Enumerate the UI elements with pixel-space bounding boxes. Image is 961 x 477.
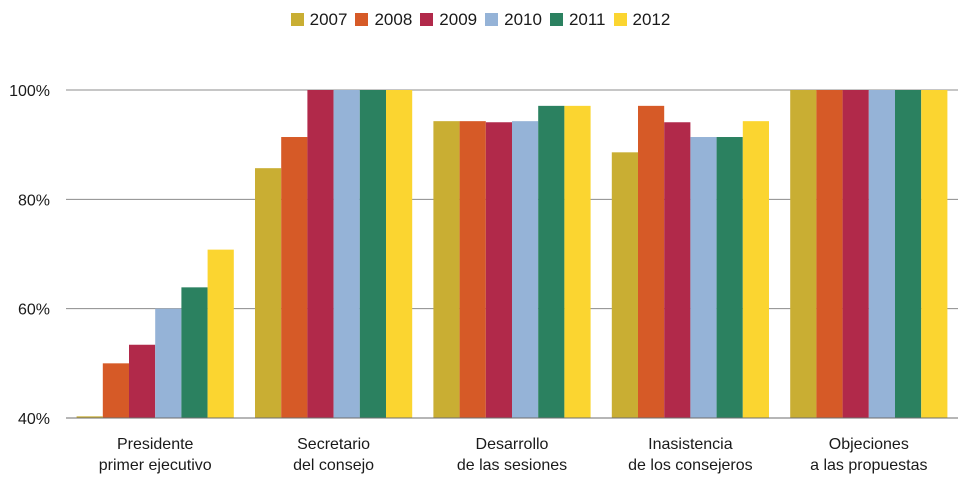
- bar-2012-0: [207, 249, 234, 418]
- bar-2011-2: [538, 105, 565, 418]
- legend-label: 2009: [439, 9, 478, 29]
- legend-label: 2007: [309, 9, 348, 29]
- bar-2012-4: [921, 90, 948, 418]
- bar-2009-4: [842, 90, 869, 418]
- legend-item-2010: 2010: [485, 10, 542, 30]
- bar-2011-1: [359, 90, 386, 418]
- legend-swatch: [613, 12, 627, 26]
- bar-2012-1: [386, 90, 413, 418]
- legend-label: 2010: [504, 9, 542, 29]
- bar-2007-2: [433, 121, 460, 418]
- bar-2007-0: [76, 416, 103, 418]
- legend-label: 2012: [632, 9, 671, 29]
- legend-item-2011: 2011: [549, 9, 606, 30]
- x-category-label: Inasistencia: [648, 436, 733, 453]
- bar-2008-2: [459, 121, 486, 418]
- x-category-label: a las propuestas: [810, 457, 927, 474]
- bar-2008-3: [638, 105, 665, 418]
- x-category-label: de las sesiones: [457, 457, 567, 474]
- x-category-label: Objeciones: [829, 436, 909, 453]
- x-category-label: Presidente: [117, 436, 194, 453]
- bar-2008-4: [816, 90, 843, 418]
- bar-2011-3: [716, 137, 743, 418]
- bar-2011-0: [181, 287, 208, 418]
- legend-item-2012: 2012: [613, 9, 671, 30]
- bar-2009-1: [307, 90, 334, 418]
- bar-2012-3: [742, 121, 769, 418]
- bar-2010-2: [512, 121, 539, 418]
- y-tick-label: 80%: [18, 192, 50, 209]
- legend-item-2007: 2007: [290, 9, 348, 30]
- bar-2007-4: [790, 90, 817, 418]
- legend-label: 2008: [374, 9, 413, 29]
- legend-swatch: [290, 12, 304, 26]
- bar-2010-4: [868, 90, 895, 418]
- x-category-label: Desarrollo: [476, 436, 549, 453]
- y-tick-label: 60%: [18, 302, 50, 319]
- x-category-label: del consejo: [293, 457, 374, 474]
- bars: [76, 90, 948, 419]
- legend-item-2009: 2009: [420, 10, 477, 30]
- bar-2010-1: [333, 90, 360, 418]
- x-category-label: Secretario: [297, 436, 370, 453]
- legend-item-2008: 2008: [355, 10, 412, 30]
- legend-label: 2011: [568, 9, 606, 29]
- bar-2007-3: [611, 152, 638, 418]
- bar-2010-0: [155, 308, 182, 418]
- x-category-label: primer ejecutivo: [99, 457, 212, 474]
- bar-2009-0: [129, 344, 156, 418]
- y-tick-label: 100%: [9, 83, 50, 100]
- bar-2011-4: [895, 90, 922, 418]
- bar-2008-1: [281, 137, 308, 418]
- bar-2007-1: [255, 168, 282, 418]
- bar-2010-3: [690, 137, 717, 418]
- legend-swatch: [549, 12, 563, 26]
- bar-2012-2: [564, 105, 591, 418]
- legend-swatch: [355, 12, 369, 26]
- x-category-label: de los consejeros: [628, 457, 753, 474]
- legend-swatch: [420, 12, 434, 26]
- y-tick-label: 40%: [18, 411, 50, 428]
- bar-2009-2: [485, 122, 512, 419]
- chart-legend: 2007 2008 2009 2010 2011 2012: [0, 9, 961, 30]
- legend-swatch: [485, 12, 499, 26]
- bar-2009-3: [664, 122, 691, 419]
- bar-2008-0: [102, 363, 129, 418]
